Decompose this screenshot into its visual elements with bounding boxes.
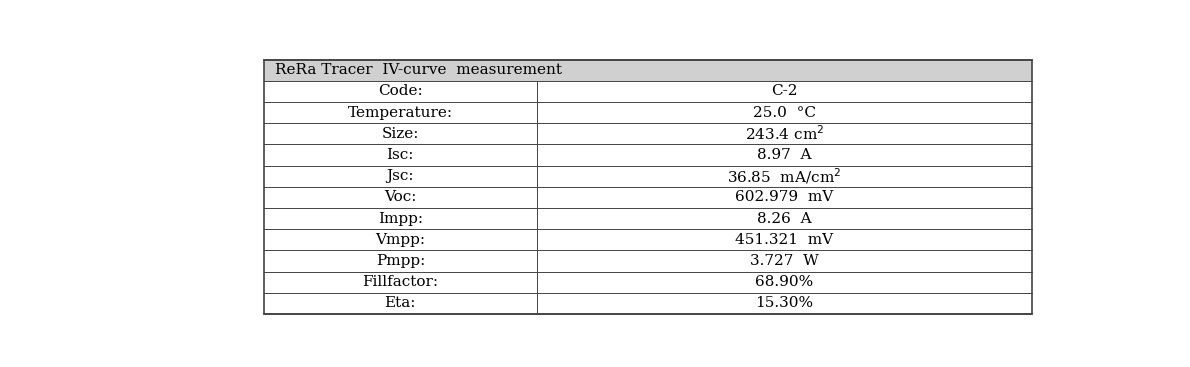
Bar bbox=[264, 102, 537, 123]
Text: 8.26  A: 8.26 A bbox=[757, 211, 812, 226]
Bar bbox=[264, 59, 1032, 314]
Text: Code:: Code: bbox=[378, 84, 422, 98]
Text: Jsc:: Jsc: bbox=[387, 169, 414, 183]
Bar bbox=[264, 272, 537, 293]
Bar bbox=[264, 144, 537, 166]
Text: 68.90%: 68.90% bbox=[756, 275, 814, 289]
Bar bbox=[537, 166, 1032, 187]
Bar bbox=[264, 208, 537, 229]
Text: 8.97  A: 8.97 A bbox=[757, 148, 812, 162]
Text: Eta:: Eta: bbox=[384, 296, 416, 310]
Text: Voc:: Voc: bbox=[384, 190, 416, 204]
Text: 451.321  mV: 451.321 mV bbox=[735, 233, 833, 247]
Bar bbox=[537, 250, 1032, 272]
Text: 3.727  W: 3.727 W bbox=[750, 254, 819, 268]
Bar bbox=[537, 102, 1032, 123]
Text: C-2: C-2 bbox=[771, 84, 797, 98]
Bar bbox=[537, 229, 1032, 250]
Text: Size:: Size: bbox=[382, 127, 419, 141]
Bar bbox=[264, 187, 537, 208]
Text: 243.4 cm$^{2}$: 243.4 cm$^{2}$ bbox=[745, 124, 825, 143]
Text: 602.979  mV: 602.979 mV bbox=[735, 190, 834, 204]
Text: Isc:: Isc: bbox=[387, 148, 414, 162]
Text: 36.85  mA/cm$^{2}$: 36.85 mA/cm$^{2}$ bbox=[727, 166, 841, 186]
Bar bbox=[264, 250, 537, 272]
Bar bbox=[264, 166, 537, 187]
Text: Impp:: Impp: bbox=[378, 211, 422, 226]
Bar bbox=[537, 208, 1032, 229]
Text: Vmpp:: Vmpp: bbox=[375, 233, 426, 247]
Text: ReRa Tracer  IV-curve  measurement: ReRa Tracer IV-curve measurement bbox=[275, 63, 562, 77]
Bar bbox=[537, 293, 1032, 314]
Bar bbox=[264, 59, 1032, 81]
Bar bbox=[264, 293, 537, 314]
Text: Pmpp:: Pmpp: bbox=[376, 254, 425, 268]
Bar bbox=[537, 144, 1032, 166]
Bar bbox=[264, 229, 537, 250]
Bar bbox=[537, 187, 1032, 208]
Bar bbox=[537, 123, 1032, 144]
Text: Fillfactor:: Fillfactor: bbox=[362, 275, 438, 289]
Text: Temperature:: Temperature: bbox=[347, 106, 453, 120]
Text: 25.0  °C: 25.0 °C bbox=[753, 106, 816, 120]
Bar bbox=[537, 272, 1032, 293]
Bar bbox=[537, 81, 1032, 102]
Text: 15.30%: 15.30% bbox=[756, 296, 814, 310]
Bar bbox=[264, 123, 537, 144]
Bar bbox=[264, 81, 537, 102]
